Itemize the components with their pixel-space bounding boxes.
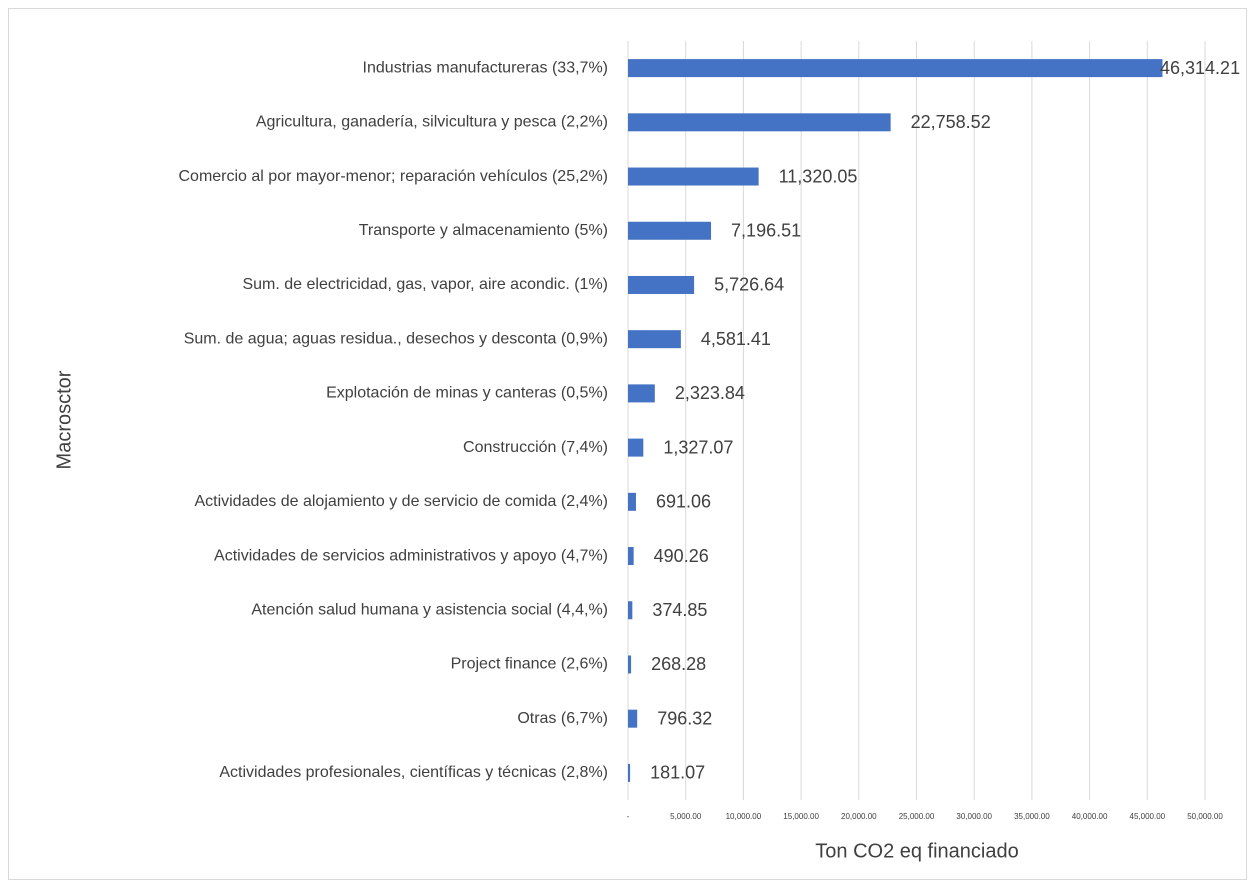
x-tick-label: 45,000.00: [1130, 812, 1166, 821]
x-tick-label: 25,000.00: [899, 812, 935, 821]
data-label: 2,323.84: [675, 383, 745, 403]
bar: [628, 221, 712, 240]
data-label: 7,196.51: [731, 221, 801, 241]
bar: [628, 330, 681, 349]
data-label: 490.26: [654, 546, 709, 566]
bar: [628, 113, 891, 132]
bar: [628, 547, 634, 566]
y-tick-label: Agricultura, ganadería, silvicultura y p…: [256, 114, 608, 131]
x-tick-label: 20,000.00: [841, 812, 877, 821]
y-tick-label: Sum. de agua; aguas residua., desechos y…: [184, 330, 608, 347]
bar: [628, 275, 695, 294]
bar: [628, 438, 644, 457]
y-axis-title: Macrosctor: [53, 370, 75, 469]
bar: [628, 59, 1163, 78]
x-tick-label: 50,000.00: [1187, 812, 1223, 821]
data-label: 4,581.41: [701, 329, 771, 349]
data-label: 1,327.07: [663, 437, 733, 457]
y-tick-label: Construcción (7,4%): [463, 439, 608, 456]
data-label: 691.06: [656, 492, 711, 512]
x-axis-title: Ton CO2 eq financiado: [815, 840, 1018, 862]
bar: [628, 601, 633, 620]
bar: [628, 167, 759, 186]
data-label: 5,726.64: [714, 275, 784, 295]
y-tick-label: Transporte y almacenamiento (5%): [359, 222, 608, 239]
bar: [628, 384, 655, 403]
bar: [628, 763, 631, 782]
x-tick-label: 40,000.00: [1072, 812, 1108, 821]
data-label: 374.85: [652, 600, 707, 620]
bar: [628, 655, 632, 674]
bar: [628, 492, 636, 511]
y-tick-label: Actividades de alojamiento y de servicio…: [194, 493, 608, 510]
y-tick-label: Atención salud humana y asistencia socia…: [251, 601, 608, 618]
data-label: 796.32: [657, 708, 712, 728]
x-tick-label: 15,000.00: [783, 812, 819, 821]
y-tick-label: Actividades profesionales, científicas y…: [219, 764, 608, 781]
y-tick-label: Comercio al por mayor-menor; reparación …: [178, 168, 608, 185]
y-tick-label: Otras (6,7%): [517, 710, 608, 727]
x-tick-label: 35,000.00: [1014, 812, 1050, 821]
bar: [628, 709, 638, 728]
y-tick-label: Industrias manufactureras (33,7%): [363, 59, 608, 76]
x-tick-label: -: [627, 812, 630, 821]
data-label: 46,314.21: [1160, 58, 1240, 78]
x-tick-label: 5,000.00: [670, 812, 702, 821]
data-label: 22,758.52: [911, 112, 991, 132]
data-label: 268.28: [651, 654, 706, 674]
data-label: 181.07: [650, 763, 705, 783]
y-tick-label: Project finance (2,6%): [451, 656, 608, 673]
data-label: 11,320.05: [779, 166, 858, 186]
y-tick-label: Sum. de electricidad, gas, vapor, aire a…: [242, 276, 608, 293]
y-tick-label: Explotación de minas y canteras (0,5%): [326, 385, 608, 402]
x-tick-label: 30,000.00: [956, 812, 992, 821]
y-tick-label: Actividades de servicios administrativos…: [214, 547, 608, 564]
x-tick-label: 10,000.00: [726, 812, 762, 821]
